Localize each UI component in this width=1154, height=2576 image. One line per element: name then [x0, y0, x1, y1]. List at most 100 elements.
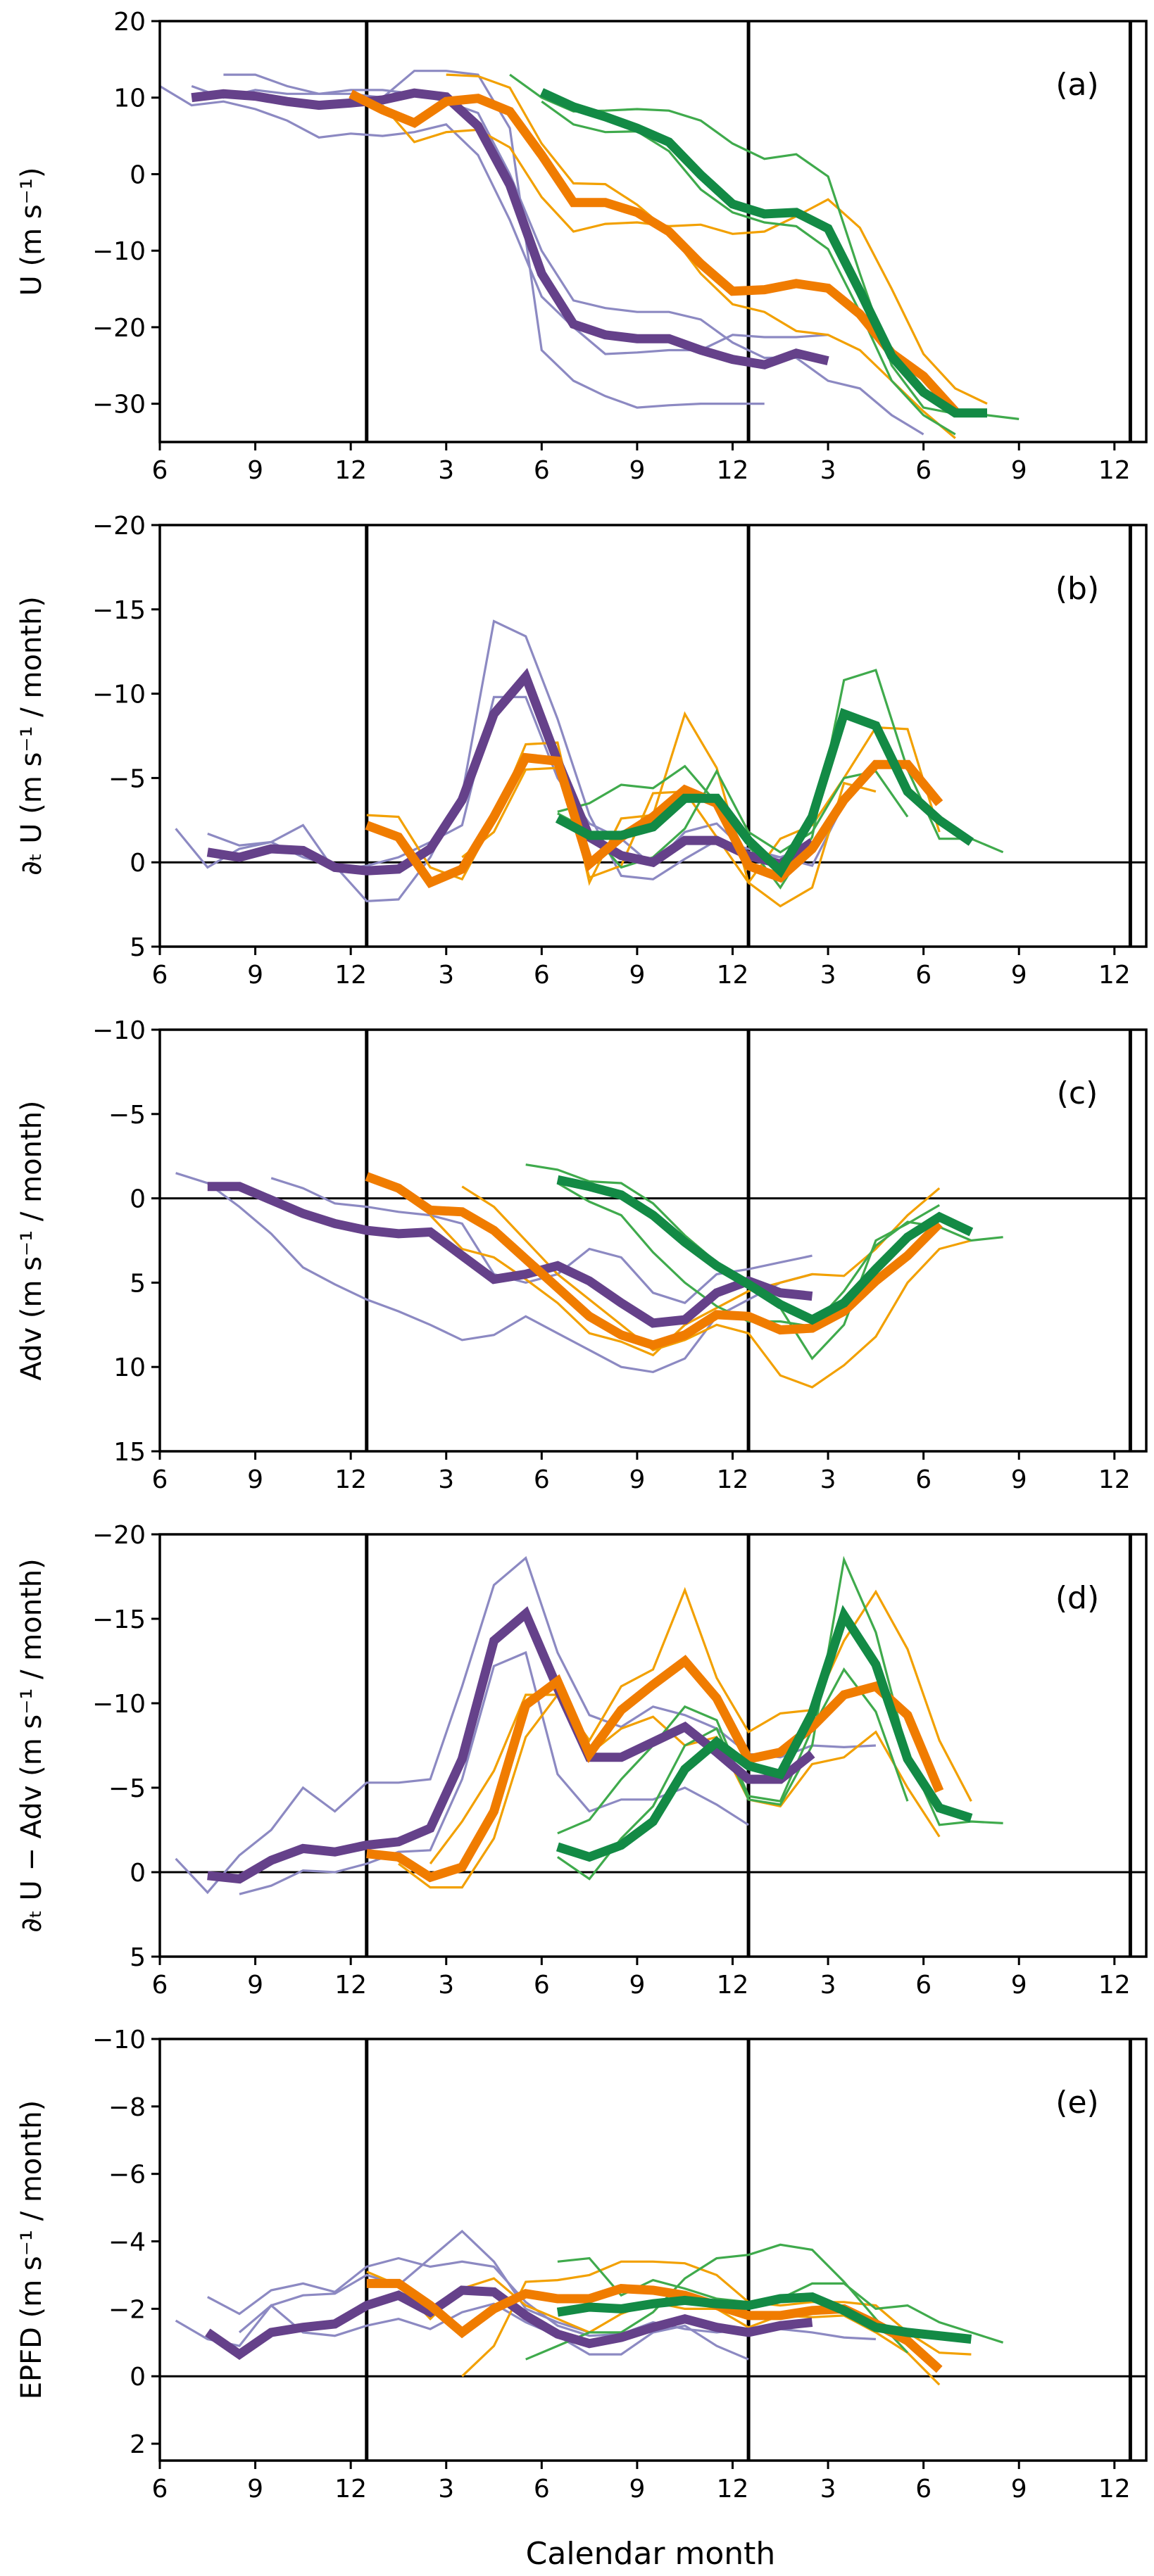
y-tick-label: 10: [113, 84, 146, 113]
y-tick-label: −2: [108, 2295, 146, 2324]
x-tick-label: 12: [334, 2475, 367, 2504]
y-tick-label: −15: [92, 596, 146, 625]
x-tick-label: 9: [629, 1465, 645, 1494]
y-tick-label: −4: [108, 2228, 146, 2257]
y-tick-label: 0: [130, 2363, 146, 2392]
y-tick-label: −15: [92, 1605, 146, 1634]
y-axis-label: U (m s⁻¹): [15, 168, 48, 296]
panel-a: 6 9 12 3 6 9 12 3 6 9 12 −30 −20 −10 0 10 20 U (m s⁻¹) (a): [15, 8, 1148, 485]
axes-frame: [158, 20, 1148, 443]
x-tick-label: 9: [247, 1465, 263, 1494]
orange-mean-line: [365, 752, 943, 889]
x-tick-label: 6: [915, 456, 932, 485]
y-tick-label: 10: [113, 1353, 146, 1382]
y-tick-label: −5: [108, 764, 146, 793]
panel-b: 6 9 12 3 6 9 12 3 6 9 12 −20 −15 −10 −5 0 5 ∂ₜ U (m s⁻¹ /…: [15, 512, 1148, 990]
panel-label: (d): [1055, 1580, 1099, 1616]
purple-mean-line: [207, 1182, 813, 1328]
y-tick-label: −5: [108, 1774, 146, 1803]
y-tick-label: −20: [92, 1521, 146, 1550]
axes-frame: [158, 1533, 1148, 1958]
axes-frame: [158, 2038, 1148, 2462]
x-tick-label: 6: [152, 961, 168, 990]
green-member-line: [556, 1555, 1003, 1881]
series-group: [175, 1163, 1003, 1389]
green-mean-line: [556, 1605, 973, 1862]
x-tick-label: 9: [629, 456, 645, 485]
x-tick-label: 3: [820, 456, 836, 485]
x-tick-label: 3: [438, 961, 454, 990]
green-member-line: [525, 2243, 909, 2361]
purple-member-line: [223, 70, 765, 409]
x-tick-label: 12: [1098, 1971, 1131, 2000]
x-tick-label: 9: [1011, 1465, 1027, 1494]
x-tick-label: 9: [247, 2475, 263, 2504]
series-group: [160, 70, 1020, 439]
panel-label: (b): [1055, 571, 1099, 607]
y-tick-label: −20: [92, 512, 146, 541]
axes-frame: [158, 524, 1148, 948]
orange-mean-line: [365, 1172, 943, 1350]
panel-d: 6 9 12 3 6 9 12 3 6 9 12 −20 −15 −10 −5 0 5 ∂ₜ U − Adv (m…: [15, 1521, 1148, 2000]
x-tick-label: 12: [717, 2475, 749, 2504]
orange-mean-line: [349, 89, 959, 415]
panel-c: 6 9 12 3 6 9 12 3 6 9 12 −10 −5 0 5 10 15 Adv (m s⁻¹ / mo…: [15, 1016, 1148, 1494]
x-tick-label: 9: [1011, 1971, 1027, 2000]
purple-member-line: [191, 84, 924, 436]
x-tick-label: 3: [438, 2475, 454, 2504]
x-tick-label: 12: [717, 961, 749, 990]
y-tick-label: −10: [92, 681, 146, 709]
x-tick-label: 6: [534, 961, 550, 990]
x-tick-label: 12: [1098, 456, 1131, 485]
x-tick-label: 6: [152, 1971, 168, 2000]
panel-label: (e): [1055, 2085, 1098, 2121]
x-tick-label: 6: [534, 1971, 550, 2000]
y-tick-label: 5: [130, 1943, 146, 1972]
x-tick-label: 6: [915, 961, 932, 990]
orange-member-line: [461, 2260, 972, 2378]
y-tick-label: 5: [130, 933, 146, 962]
y-tick-label: −10: [92, 1690, 146, 1719]
x-tick-label: 9: [629, 1971, 645, 2000]
x-axis-label: Calendar month: [526, 2536, 776, 2572]
orange-mean-line: [366, 1655, 944, 1883]
x-tick-label: 12: [1098, 1465, 1131, 1494]
orange-member-line: [446, 73, 956, 439]
y-tick-label: 2: [130, 2430, 146, 2459]
series-group: [175, 619, 1004, 908]
y-tick-label: −10: [92, 237, 146, 266]
panel-label: (c): [1057, 1075, 1098, 1111]
y-axis-label: ∂ₜ U (m s⁻¹ / month): [15, 596, 48, 876]
purple-mean-line: [206, 668, 815, 876]
x-tick-label: 6: [915, 1465, 932, 1494]
y-tick-label: −8: [108, 2093, 146, 2122]
x-tick-label: 9: [247, 456, 263, 485]
x-tick-label: 12: [717, 456, 749, 485]
x-tick-label: 6: [534, 1465, 550, 1494]
y-tick-label: 0: [130, 1185, 146, 1214]
y-tick-label: 5: [130, 1269, 146, 1298]
x-tick-label: 6: [915, 2475, 932, 2504]
x-tick-label: 3: [438, 1465, 454, 1494]
green-member-line: [557, 769, 909, 869]
purple-member-line: [175, 619, 813, 902]
x-tick-label: 3: [820, 1971, 836, 2000]
orange-member-line: [461, 1185, 972, 1389]
x-tick-label: 12: [334, 1465, 367, 1494]
x-tick-label: 9: [1011, 961, 1027, 990]
x-tick-label: 12: [1098, 961, 1131, 990]
y-tick-label: −10: [92, 1016, 146, 1045]
green-member-line: [541, 100, 956, 436]
x-tick-label: 12: [334, 456, 367, 485]
purple-member-line: [160, 85, 829, 355]
x-tick-label: 12: [717, 1971, 749, 2000]
x-tick-label: 6: [534, 2475, 550, 2504]
y-tick-label: −6: [108, 2161, 146, 2190]
y-tick-label: −5: [108, 1101, 146, 1130]
green-mean-line: [555, 707, 974, 878]
y-tick-label: 0: [130, 1859, 146, 1888]
y-tick-label: 20: [113, 8, 146, 37]
x-tick-label: 12: [717, 1465, 749, 1494]
series-group: [175, 2229, 1004, 2386]
x-tick-label: 3: [820, 1465, 836, 1494]
